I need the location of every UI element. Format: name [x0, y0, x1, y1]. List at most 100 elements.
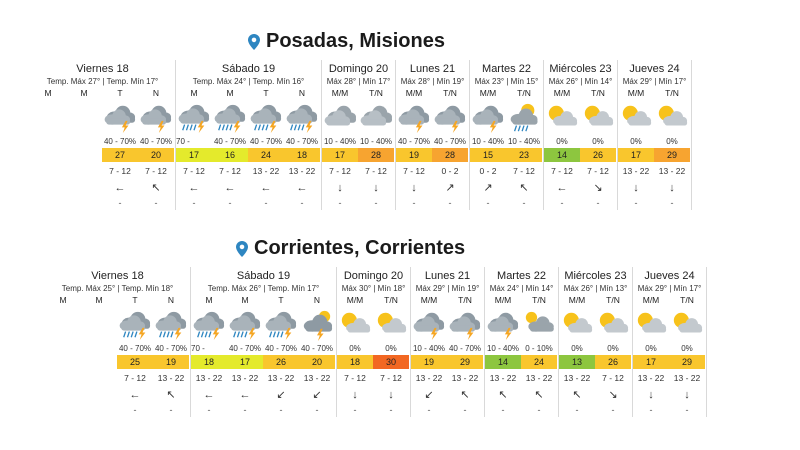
day-column: Jueves 24 Máx 29° | Mín 17° M/M 0% 17 13… — [633, 267, 707, 417]
storm-cloud-icon — [434, 105, 466, 134]
wind-direction-icon: ↓ — [411, 182, 417, 194]
city-title: Corrientes, Corrientes — [236, 237, 465, 260]
period-column: M/M 10 - 40% 15 0 - 2 ↗ - — [470, 87, 506, 210]
period-label: M/M — [627, 88, 645, 98]
weather-icon-slot — [117, 307, 153, 343]
wind-speed: 7 - 12 — [145, 166, 167, 176]
weather-icon-slot — [322, 100, 358, 136]
temperature-cell: 14 — [485, 355, 521, 369]
gust-value: - — [279, 405, 283, 415]
city-name: Posadas, Misiones — [266, 30, 445, 52]
storm-cloud-icon — [449, 312, 481, 341]
period-label: M/M — [479, 88, 497, 98]
wind-direction-icon: ← — [296, 182, 308, 194]
period-column: N 40 - 70% 20 7 - 12 ↖ - — [138, 87, 174, 210]
wind-direction-icon: ↖ — [519, 182, 529, 194]
rain-probability: 0% — [607, 344, 619, 353]
temperature-cell: 25 — [117, 355, 153, 369]
wind-direction-icon: ← — [239, 389, 251, 401]
wind-direction-icon: ← — [260, 182, 272, 194]
gust-value: - — [192, 198, 196, 208]
location-pin-icon — [236, 240, 248, 257]
weather-icon-slot — [521, 307, 557, 343]
gust-value: - — [596, 198, 600, 208]
wind-direction-icon: ← — [188, 182, 200, 194]
wind-speed: 13 - 22 — [563, 373, 591, 383]
period-column: T/N 0% 26 7 - 12 ↘ - — [580, 87, 616, 210]
gust-value: - — [353, 405, 357, 415]
temperature-cell: 18 — [191, 355, 227, 369]
rain-probability: 10 - 40% — [412, 344, 446, 353]
day-column: Miércoles 23 Máx 26° | Mín 14° M/M 0% 14… — [544, 60, 618, 210]
period-row: M/M 0% 17 13 - 22 ↓ - T/N 0% 29 13 - 22 … — [633, 294, 706, 417]
day-name: Domingo 20 — [328, 63, 389, 75]
period-column: M/M 40 - 70% 19 7 - 12 ↓ - — [396, 87, 432, 210]
wind-direction-icon: ← — [114, 182, 126, 194]
day-temps: Máx 24° | Mín 14° — [489, 284, 554, 293]
storm-rain-icon — [286, 104, 318, 134]
rain-probability: 10 - 40% — [323, 137, 357, 146]
period-column: M — [30, 87, 66, 210]
wind-speed: 7 - 12 — [551, 166, 573, 176]
wind-speed: 7 - 12 — [344, 373, 366, 383]
city-name: Corrientes, Corrientes — [254, 237, 466, 259]
day-temps: Máx 28° | Mín 17° — [326, 77, 391, 86]
period-column: N 40 - 70% 19 13 - 22 ↖ - — [153, 294, 189, 417]
period-column: T 40 - 70% 24 13 - 22 ← - — [248, 87, 284, 210]
wind-speed: 13 - 22 — [658, 166, 686, 176]
rain-probability: 10 - 40% — [507, 137, 541, 146]
weather-icon-slot — [284, 100, 320, 136]
period-label: M — [59, 295, 67, 305]
period-row: M M T 40 - 70% 27 7 - 12 ← — [30, 87, 175, 210]
wind-direction-icon: ← — [224, 182, 236, 194]
wind-speed: 0 - 2 — [479, 166, 497, 176]
partly-cloudy-icon — [622, 105, 652, 126]
day-column: Sábado 19 Temp. Máx 26° | Temp. Mín 17° … — [191, 267, 337, 417]
rain-probability: 40 - 70% — [213, 137, 247, 146]
period-label: M/M — [346, 295, 364, 305]
rain-probability: 0% — [666, 137, 678, 146]
period-row: M 70 - 100% 18 13 - 22 ← - M 40 - 70% 17… — [191, 294, 336, 417]
rain-probability: 0 - 10% — [525, 344, 553, 353]
wind-speed: 13 - 22 — [267, 373, 295, 383]
rain-probability: 40 - 70% — [139, 137, 173, 146]
temperature-cell: 15 — [470, 148, 506, 162]
partly-cloudy-icon — [658, 105, 688, 126]
wind-direction-icon: ↓ — [337, 182, 343, 194]
period-row: M 70 - 100% 17 7 - 12 ← - M 40 - 70% 16 … — [176, 87, 321, 210]
sun-rain-icon — [510, 103, 538, 132]
wind-direction-icon: ↖ — [498, 389, 508, 401]
period-row: M/M 0% 18 7 - 12 ↓ - T/N 0% 30 7 - 12 ↓ … — [337, 294, 410, 417]
storm-cloud-icon — [472, 105, 504, 134]
rain-probability: 40 - 70% — [228, 344, 262, 353]
weather-icon-slot — [299, 307, 335, 343]
storm-cloud-icon — [413, 312, 445, 341]
forecast-table: Viernes 18 Temp. Máx 27° | Temp. Mín 17°… — [30, 60, 692, 210]
temperature-cell: 14 — [544, 148, 580, 162]
period-row: M/M 0% 13 13 - 22 ↖ - T/N 0% 26 7 - 12 ↘… — [559, 294, 632, 417]
period-label: M/M — [331, 88, 349, 98]
cloudy-icon — [324, 105, 356, 126]
cloudy-sun-icon — [525, 311, 554, 332]
wind-speed: 13 - 22 — [252, 166, 280, 176]
day-temps: Temp. Máx 27° | Temp. Mín 17° — [46, 77, 159, 86]
rain-probability: 10 - 40% — [471, 137, 505, 146]
weather-icon-slot — [337, 307, 373, 343]
day-name: Lunes 21 — [424, 270, 471, 282]
period-label: T/N — [591, 88, 605, 98]
period-label: M/M — [553, 88, 571, 98]
gust-value: - — [670, 198, 674, 208]
day-temps: Temp. Máx 24° | Temp. Mín 16° — [192, 77, 305, 86]
temperature-cell: 17 — [618, 148, 654, 162]
wind-speed: 13 - 22 — [622, 166, 650, 176]
gust-value: - — [463, 405, 467, 415]
temperature-cell: 17 — [227, 355, 263, 369]
period-label: M/M — [642, 295, 660, 305]
temperature-cell: 20 — [138, 148, 174, 162]
gust-value: - — [560, 198, 564, 208]
wind-direction-icon: ↖ — [460, 389, 470, 401]
period-label: M/M — [568, 295, 586, 305]
rain-probability: 40 - 70% — [118, 344, 152, 353]
period-column: M — [81, 294, 117, 417]
period-row: M M T 40 - 70% 25 7 - 12 ← — [45, 294, 190, 417]
